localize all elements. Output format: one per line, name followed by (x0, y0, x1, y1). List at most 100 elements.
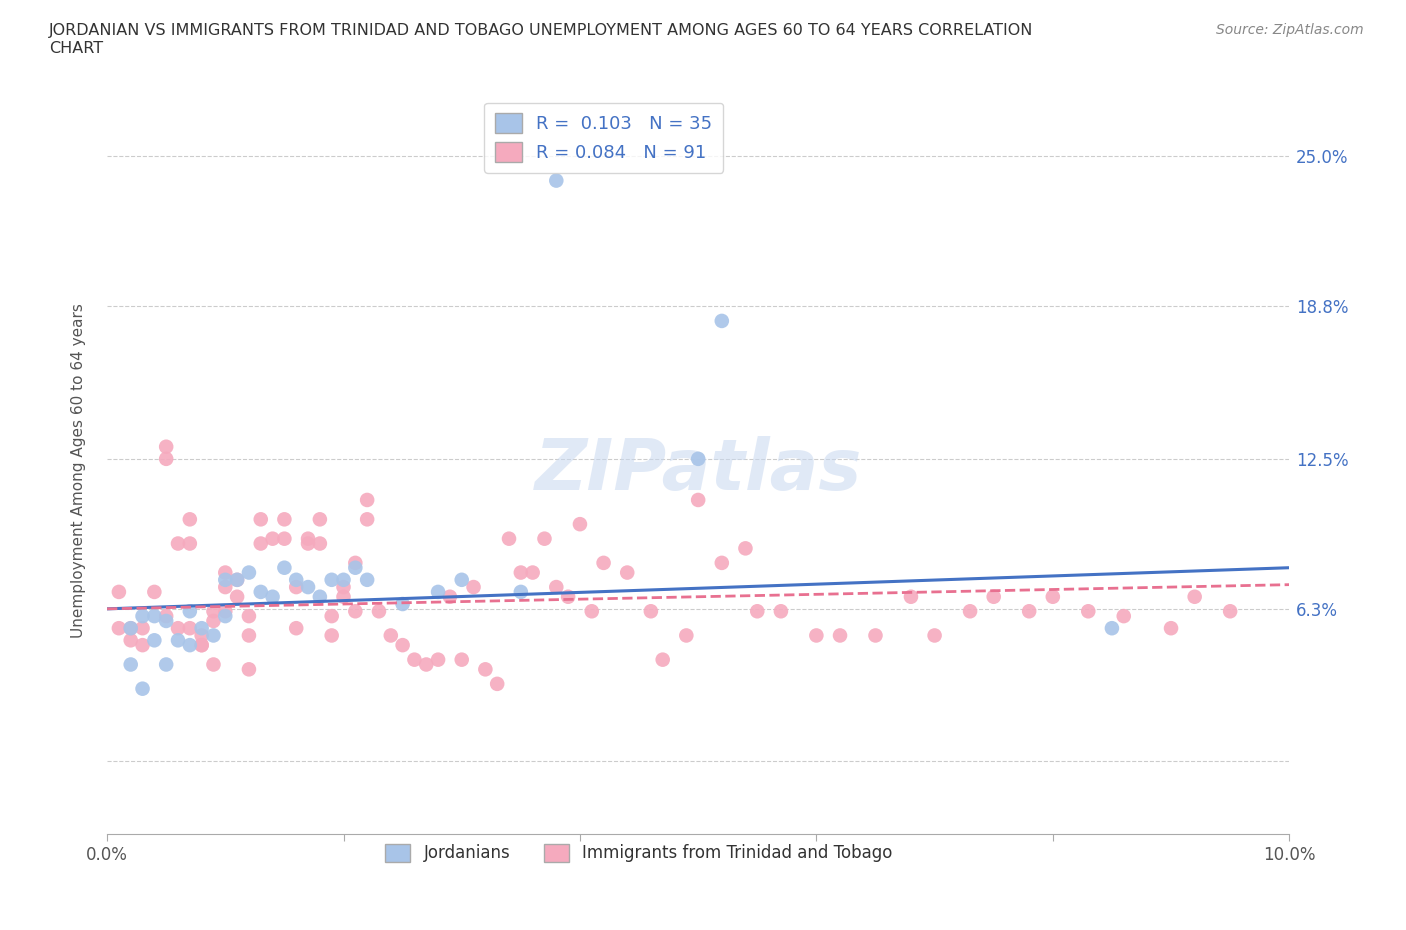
Point (522, 565, 544, 580)
Point (190, 638, 212, 653)
Point (249, 584, 271, 599)
Point (710, 313, 733, 328)
Point (546, 579, 568, 594)
Point (675, 628, 697, 643)
Point (332, 590, 354, 604)
Point (380, 628, 402, 643)
Point (202, 628, 225, 643)
Point (214, 604, 236, 618)
Y-axis label: Unemployment Among Ages 60 to 64 years: Unemployment Among Ages 60 to 64 years (72, 303, 86, 638)
Point (214, 608, 236, 623)
Point (509, 584, 531, 599)
Point (427, 652, 450, 667)
Point (179, 512, 201, 526)
Point (262, 531, 284, 546)
Point (1077, 604, 1099, 618)
Point (143, 608, 166, 623)
Point (108, 584, 131, 599)
Point (214, 579, 236, 594)
Point (1112, 608, 1135, 623)
Point (285, 620, 308, 635)
Point (1219, 604, 1241, 618)
Point (202, 604, 225, 618)
Point (581, 604, 603, 618)
Point (463, 579, 485, 594)
Point (249, 512, 271, 526)
Point (439, 590, 461, 604)
Point (828, 628, 851, 643)
Point (238, 608, 260, 623)
Point (356, 493, 378, 508)
Point (474, 662, 496, 677)
Point (155, 439, 177, 454)
Point (391, 596, 413, 611)
Point (427, 584, 450, 599)
Point (651, 652, 673, 667)
Point (1042, 590, 1064, 604)
Legend: Jordanians, Immigrants from Trinidad and Tobago: Jordanians, Immigrants from Trinidad and… (378, 837, 900, 870)
Point (190, 620, 212, 635)
Point (1101, 620, 1123, 635)
Point (214, 565, 236, 580)
Point (190, 628, 212, 643)
Point (297, 536, 319, 551)
Point (806, 628, 828, 643)
Point (309, 590, 332, 604)
Point (297, 579, 319, 594)
Point (368, 604, 391, 618)
Point (546, 173, 568, 188)
Point (344, 560, 367, 575)
Point (1018, 604, 1040, 618)
Point (155, 451, 177, 466)
Point (568, 517, 591, 532)
Point (202, 658, 225, 672)
Point (710, 555, 733, 570)
Point (238, 565, 260, 580)
Point (391, 638, 413, 653)
Point (120, 658, 142, 672)
Point (273, 531, 295, 546)
Point (640, 604, 662, 618)
Point (734, 541, 756, 556)
Point (167, 620, 190, 635)
Point (273, 560, 295, 575)
Point (131, 682, 153, 697)
Point (273, 512, 295, 526)
Text: ZIPatlas: ZIPatlas (534, 436, 862, 505)
Point (332, 572, 354, 587)
Point (285, 572, 308, 587)
Point (167, 632, 190, 647)
Point (155, 658, 177, 672)
Text: Source: ZipAtlas.com: Source: ZipAtlas.com (1216, 23, 1364, 37)
Point (202, 614, 225, 629)
Point (450, 652, 472, 667)
Point (143, 584, 166, 599)
Point (131, 620, 153, 635)
Point (959, 604, 981, 618)
Point (214, 572, 236, 587)
Point (108, 620, 131, 635)
Point (226, 590, 249, 604)
Point (321, 628, 343, 643)
Point (557, 590, 579, 604)
Point (179, 638, 201, 653)
Point (131, 638, 153, 653)
Point (415, 658, 437, 672)
Point (509, 565, 531, 580)
Point (924, 628, 946, 643)
Point (321, 572, 343, 587)
Point (143, 632, 166, 647)
Point (865, 628, 887, 643)
Point (249, 536, 271, 551)
Point (155, 614, 177, 629)
Point (592, 555, 614, 570)
Point (344, 604, 367, 618)
Point (262, 590, 284, 604)
Point (332, 579, 354, 594)
Point (120, 620, 142, 635)
Point (688, 451, 710, 466)
Point (179, 604, 201, 618)
Point (179, 620, 201, 635)
Point (486, 676, 509, 691)
Point (120, 620, 142, 635)
